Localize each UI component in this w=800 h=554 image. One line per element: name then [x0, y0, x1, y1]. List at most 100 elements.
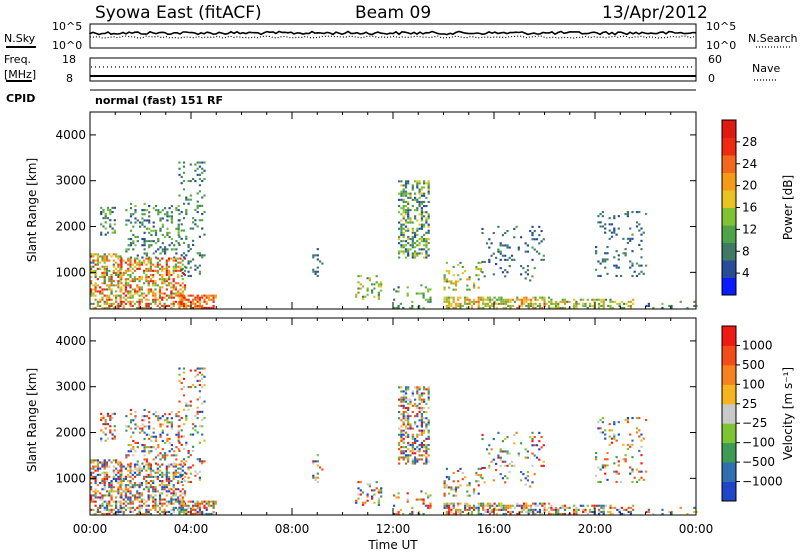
velocity-cell — [170, 448, 173, 451]
velocity-cell — [312, 476, 315, 479]
velocity-cell — [409, 425, 412, 428]
velocity-cell — [108, 500, 111, 503]
velocity-cell — [468, 484, 471, 487]
velocity-cell — [175, 415, 178, 418]
power-cell — [203, 169, 206, 172]
power-cell — [203, 233, 206, 236]
power-cell — [400, 225, 403, 228]
power-cell — [359, 283, 362, 286]
power-cell — [166, 219, 169, 222]
velocity-cell — [629, 510, 632, 513]
velocity-cell — [420, 444, 423, 447]
velocity-cell — [147, 494, 150, 497]
power-cell — [174, 282, 177, 285]
velocity-cell — [529, 506, 533, 509]
velocity-cell — [134, 423, 137, 426]
power-cell — [477, 306, 480, 309]
power-cell — [110, 274, 113, 277]
velocity-cell — [90, 486, 93, 489]
velocity-cell — [170, 480, 173, 483]
velocity-cell — [148, 462, 151, 465]
velocity-cell — [579, 504, 582, 507]
power-cell — [140, 288, 143, 291]
power-cell — [416, 184, 419, 187]
power-cell — [198, 254, 201, 257]
velocity-cell — [575, 512, 578, 515]
velocity-cell — [626, 417, 629, 420]
power-cell — [105, 284, 109, 287]
power-cell — [194, 223, 197, 226]
velocity-cell — [164, 419, 167, 422]
power-cell — [96, 255, 99, 258]
velocity-cell — [157, 417, 160, 420]
velocity-cell — [366, 495, 369, 498]
power-cell — [105, 306, 109, 309]
velocity-cell — [129, 506, 132, 509]
power-cell — [402, 215, 405, 218]
power-cell — [445, 298, 448, 301]
velocity-cell — [120, 506, 123, 509]
velocity-cell — [201, 410, 204, 413]
velocity-cell — [506, 450, 509, 453]
power-cell — [423, 180, 426, 183]
power-cell — [172, 265, 175, 268]
velocity-cell — [598, 508, 601, 511]
power-cell — [400, 184, 403, 187]
power-cell — [543, 296, 546, 299]
velocity-cell — [122, 502, 125, 505]
velocity-cell — [136, 469, 139, 472]
power-cell — [196, 252, 199, 255]
velocity-cell — [175, 433, 178, 436]
velocity-cell — [610, 429, 614, 432]
velocity-cell — [573, 508, 576, 511]
velocity-cell — [420, 433, 423, 436]
velocity-cell — [168, 510, 171, 513]
power-cell — [541, 296, 544, 299]
power-cell — [638, 229, 641, 232]
velocity-cell — [138, 494, 141, 497]
colorbar-tick-label: 12 — [742, 222, 757, 236]
velocity-cell — [411, 441, 414, 444]
power-cell — [582, 304, 585, 307]
velocity-cell — [466, 502, 469, 505]
velocity-cell — [420, 419, 423, 422]
velocity-cell — [106, 414, 110, 417]
velocity-cell — [457, 480, 460, 483]
velocity-cell — [499, 450, 502, 453]
power-cell — [150, 240, 153, 243]
velocity-cell — [194, 429, 197, 432]
power-cell — [613, 217, 616, 220]
velocity-cell — [635, 480, 639, 483]
power-cell — [145, 269, 148, 272]
power-cell — [158, 302, 162, 305]
velocity-cell — [161, 456, 164, 459]
power-cell — [187, 246, 190, 249]
velocity-cell — [609, 510, 612, 513]
velocity-cell — [117, 477, 120, 480]
velocity-cell — [499, 456, 502, 459]
power-cell — [504, 306, 508, 309]
velocity-cell — [127, 450, 130, 453]
power-cell — [138, 306, 141, 309]
power-cell — [645, 304, 648, 307]
velocity-cell — [177, 508, 180, 511]
velocity-cell — [624, 454, 627, 457]
power-cell — [538, 296, 542, 299]
power-cell — [314, 254, 317, 257]
velocity-cell — [450, 486, 453, 489]
power-cell — [402, 192, 405, 195]
power-cell — [314, 270, 317, 273]
power-cell — [510, 254, 514, 257]
power-cell — [695, 304, 698, 307]
power-cell — [357, 275, 360, 278]
velocity-cell — [170, 512, 173, 515]
velocity-cell — [94, 480, 97, 483]
power-cell — [108, 284, 111, 287]
velocity-cell — [122, 490, 125, 493]
velocity-cell — [207, 502, 211, 505]
velocity-cell — [170, 454, 173, 457]
power-cell — [497, 248, 500, 251]
power-cell — [181, 263, 184, 266]
velocity-cell — [420, 406, 423, 409]
velocity-cell — [179, 467, 182, 470]
